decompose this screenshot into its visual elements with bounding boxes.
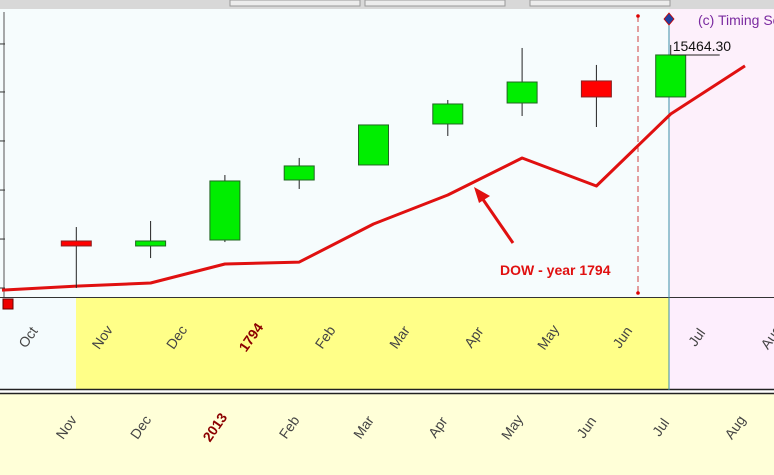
- candle-body: [60, 240, 92, 247]
- dow-1794-line: [1, 64, 746, 292]
- toolbar-button[interactable]: [229, 0, 361, 7]
- marker-dot: [636, 291, 640, 295]
- axis-band-future: [669, 298, 774, 390]
- lower-axis-band: [0, 393, 774, 475]
- axis-band-highlight: [76, 298, 669, 390]
- candle-body: [432, 103, 464, 125]
- candle-body: [506, 81, 538, 104]
- toolbar-button[interactable]: [364, 0, 506, 7]
- arrow-head: [474, 187, 490, 203]
- credit: (c) Timing Solutions: [698, 12, 774, 28]
- toolbar-button[interactable]: [529, 0, 671, 7]
- axis-band: [0, 298, 76, 390]
- annotation: DOW - year 1794: [500, 262, 611, 278]
- candle-body: [135, 240, 167, 247]
- marker-dot: [636, 14, 640, 18]
- future-background: [669, 9, 774, 297]
- price-label: 15464.30: [673, 38, 732, 54]
- candle-body: [283, 165, 315, 181]
- plot-background: [0, 9, 669, 297]
- current-diamond: [663, 12, 675, 26]
- candle-body: [580, 80, 612, 98]
- annotation-arrow: [480, 197, 515, 244]
- candle-body: [655, 54, 687, 98]
- candle-body: [209, 180, 241, 241]
- marker-square[interactable]: [2, 298, 14, 310]
- candle-body: [358, 124, 389, 166]
